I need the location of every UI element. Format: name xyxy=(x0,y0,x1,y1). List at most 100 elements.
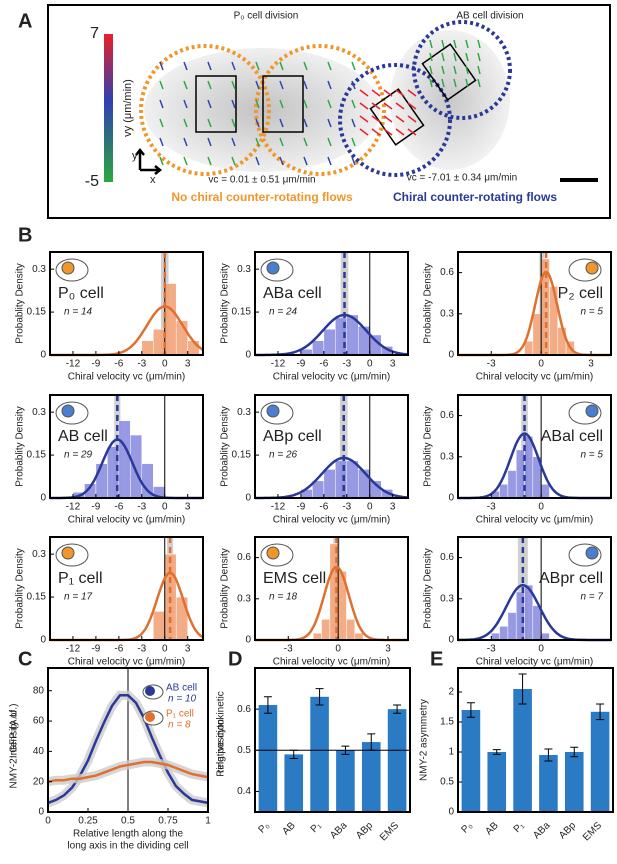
x-tick-label: P₀ xyxy=(459,820,474,835)
error-bar xyxy=(570,746,579,758)
y-tick-label: 1.5 xyxy=(440,717,454,728)
flow-arrow xyxy=(465,39,469,49)
y-tick-label: 40 xyxy=(33,746,45,757)
y-tick-label: 0.15 xyxy=(232,307,252,318)
series-line xyxy=(47,694,209,805)
roi-box xyxy=(421,43,477,101)
x-tick-label: -3 xyxy=(137,359,146,370)
bar xyxy=(361,742,381,812)
image-title: P₀ cell division xyxy=(234,11,299,22)
flow-arrow xyxy=(231,61,236,71)
axis-glyph-label: y xyxy=(132,150,138,162)
x-tick-label: 0 xyxy=(538,502,544,513)
histogram-bar xyxy=(118,420,131,499)
plot-frame xyxy=(457,536,612,641)
flow-arrow xyxy=(395,89,405,97)
flow-arrow xyxy=(255,118,260,128)
error-bar xyxy=(466,702,475,718)
cell-outline xyxy=(254,44,386,176)
flow-arrow xyxy=(183,156,188,166)
flow-arrow xyxy=(303,137,308,147)
y-tick-label: 0.15 xyxy=(27,307,47,318)
flow-arrow xyxy=(383,115,393,123)
panel-a-frame xyxy=(47,4,611,219)
x-tick-label: 3 xyxy=(185,644,191,655)
flow-arrow xyxy=(359,102,369,110)
flow-arrow xyxy=(231,118,236,128)
x-tick-label: 3 xyxy=(588,359,594,370)
flow-arrow xyxy=(327,99,332,109)
flow-arrow xyxy=(303,99,308,109)
flow-arrow xyxy=(327,80,332,90)
plot-frame xyxy=(254,394,409,499)
legend-n: n = 10 xyxy=(168,694,197,705)
y-axis-label: Probablity Density xyxy=(15,548,26,629)
bar xyxy=(387,709,407,812)
x-tick-label: -3 xyxy=(137,502,146,513)
x-tick-label: -6 xyxy=(114,359,123,370)
flow-arrow xyxy=(207,137,212,147)
x-tick-label: -3 xyxy=(487,644,496,655)
cell-icon-highlight xyxy=(266,546,280,560)
error-bar xyxy=(393,704,402,714)
y-tick-label: 0.15 xyxy=(232,450,252,461)
x-tick-label: 0 xyxy=(162,359,168,370)
x-tick-label: -6 xyxy=(319,359,328,370)
flow-arrow xyxy=(453,39,457,49)
flow-arrow xyxy=(159,80,164,90)
cell-icon-highlight xyxy=(585,404,599,418)
x-axis-label: Chiral velocity vc (μm/min) xyxy=(273,515,390,526)
cell-icon-highlight xyxy=(266,404,280,418)
axis-glyph xyxy=(135,147,163,175)
histogram-bar xyxy=(507,612,517,641)
cell-icon-highlight xyxy=(61,404,75,418)
flow-arrow xyxy=(407,128,417,136)
y-tick-label: 0.4 xyxy=(237,786,251,797)
flow-arrow xyxy=(371,89,381,97)
x-axis-label: Chiral velocity vc (μm/min) xyxy=(273,657,390,668)
x-tick-label: -9 xyxy=(296,359,305,370)
image-title: AB cell division xyxy=(456,11,523,22)
flow-arrow xyxy=(351,156,356,166)
y-axis-label: Probablity Density xyxy=(220,263,231,344)
x-tick-label: ABa xyxy=(531,820,552,841)
error-bar xyxy=(596,703,605,721)
flow-arrow xyxy=(279,80,284,90)
cell-icon-highlight xyxy=(585,546,599,560)
plot-frame xyxy=(254,251,409,356)
sample-size: n = 24 xyxy=(269,307,298,318)
flow-arrow xyxy=(383,128,393,136)
flow-arrow xyxy=(231,80,236,90)
cell-name: P₀ cell xyxy=(58,285,104,302)
x-tick-label: ABp xyxy=(354,820,375,841)
flow-arrow xyxy=(351,118,356,128)
roi-box xyxy=(262,75,304,133)
flow-arrow xyxy=(279,118,284,128)
flow-arrow xyxy=(207,156,212,166)
flow-arrow xyxy=(383,102,393,110)
y-axis-label: Relative cytokinetic xyxy=(216,691,227,777)
roi-box xyxy=(195,75,237,133)
plot-frame xyxy=(49,394,204,499)
histogram-bar xyxy=(312,340,325,356)
panel-label: D xyxy=(228,648,242,670)
legend-n: n = 8 xyxy=(168,720,191,731)
panel-label: A xyxy=(18,10,32,32)
embryo-image xyxy=(390,30,510,170)
y-tick-label: 0 xyxy=(40,493,46,504)
y-tick-label: 0 xyxy=(448,807,454,818)
flow-arrow xyxy=(255,137,260,147)
flow-arrow xyxy=(477,39,481,49)
histogram-bar xyxy=(95,463,108,499)
flow-arrow xyxy=(395,102,405,110)
image-value: vc = 0.01 ± 0.51 μm/min xyxy=(208,175,315,186)
x-axis-label: long axis in the dividing cell xyxy=(67,841,188,852)
flow-arrow xyxy=(359,115,369,123)
histogram-bar xyxy=(346,619,356,641)
y-axis-label: ring position xyxy=(216,719,227,773)
panel-label: B xyxy=(18,224,32,246)
y-tick-label: 0.3 xyxy=(237,264,251,275)
y-tick-label: 0.3 xyxy=(32,264,46,275)
x-tick-label: 0 xyxy=(162,644,168,655)
